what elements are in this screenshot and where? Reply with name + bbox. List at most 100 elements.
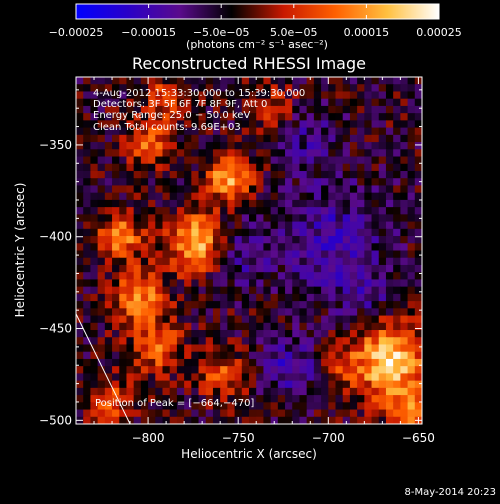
heatmap-cell bbox=[184, 221, 192, 230]
heatmap-cell bbox=[393, 84, 401, 93]
heatmap-cell bbox=[328, 156, 337, 165]
heatmap-cell bbox=[119, 416, 128, 424]
heatmap-cell bbox=[140, 105, 149, 114]
heatmap-cell bbox=[299, 113, 308, 121]
heatmap-cell bbox=[169, 286, 178, 295]
heatmap-cell bbox=[83, 308, 92, 317]
heatmap-cell bbox=[414, 257, 422, 266]
heatmap-cell bbox=[76, 170, 84, 179]
heatmap-cell bbox=[270, 344, 279, 353]
heatmap-cell bbox=[148, 134, 156, 143]
heatmap-cell bbox=[321, 77, 329, 85]
heatmap-cell bbox=[90, 250, 99, 259]
heatmap-cell bbox=[119, 185, 128, 194]
heatmap-cell bbox=[400, 293, 409, 302]
heatmap-cell bbox=[241, 221, 250, 230]
heatmap-cell bbox=[407, 207, 416, 215]
heatmap-cell bbox=[400, 77, 409, 85]
heatmap-cell bbox=[234, 264, 243, 273]
heatmap-cell bbox=[371, 149, 380, 158]
heatmap-cell bbox=[83, 286, 92, 295]
heatmap-cell bbox=[227, 264, 236, 273]
heatmap-cell bbox=[321, 272, 329, 281]
heatmap-cell bbox=[119, 395, 128, 403]
heatmap-cell bbox=[321, 207, 329, 215]
heatmap-cell bbox=[385, 236, 394, 244]
heatmap-cell bbox=[155, 264, 164, 273]
heatmap-cell bbox=[205, 279, 214, 288]
heatmap-cell bbox=[285, 286, 293, 295]
heatmap-cell bbox=[364, 315, 373, 324]
heatmap-cell bbox=[140, 98, 149, 107]
heatmap-cell bbox=[104, 221, 113, 230]
heatmap-cell bbox=[342, 120, 351, 129]
heatmap-cell bbox=[155, 170, 164, 179]
heatmap-cell bbox=[407, 402, 416, 411]
heatmap-cell bbox=[249, 358, 257, 367]
heatmap-cell bbox=[328, 120, 337, 129]
heatmap-cell bbox=[364, 192, 373, 201]
heatmap-cell bbox=[249, 178, 257, 187]
heatmap-cell bbox=[400, 243, 409, 252]
heatmap-cell bbox=[400, 330, 409, 338]
heatmap-cell bbox=[220, 228, 228, 237]
heatmap-cell bbox=[342, 127, 351, 136]
heatmap-cell bbox=[83, 214, 92, 223]
heatmap-cell bbox=[212, 163, 221, 172]
heatmap-cell bbox=[90, 134, 99, 143]
heatmap-cell bbox=[385, 344, 394, 353]
heatmap-cell bbox=[256, 344, 265, 353]
heatmap-cell bbox=[270, 257, 279, 266]
heatmap-cell bbox=[342, 214, 351, 223]
heatmap-cell bbox=[285, 387, 293, 396]
heatmap-cell bbox=[285, 358, 293, 367]
heatmap-cell bbox=[104, 409, 113, 418]
heatmap-cell bbox=[148, 322, 156, 331]
heatmap-cell bbox=[133, 185, 142, 194]
heatmap-cell bbox=[241, 178, 250, 187]
heatmap-cell bbox=[133, 366, 142, 374]
heatmap-cell bbox=[335, 387, 344, 396]
heatmap-cell bbox=[176, 380, 185, 389]
heatmap-cell bbox=[256, 337, 265, 346]
heatmap-cell bbox=[140, 243, 149, 252]
heatmap-cell bbox=[140, 293, 149, 302]
heatmap-cell bbox=[342, 308, 351, 317]
heatmap-cell bbox=[155, 134, 164, 143]
heatmap-cell bbox=[378, 170, 387, 179]
heatmap-cell bbox=[299, 395, 308, 403]
heatmap-cell bbox=[227, 243, 236, 252]
heatmap-cell bbox=[292, 142, 301, 150]
heatmap-cell bbox=[212, 337, 221, 346]
heatmap-cell bbox=[277, 322, 286, 331]
heatmap-cell bbox=[227, 315, 236, 324]
heatmap-cell bbox=[321, 286, 329, 295]
heatmap-cell bbox=[97, 127, 106, 136]
heatmap-cell bbox=[263, 113, 272, 121]
heatmap-cell bbox=[285, 178, 293, 187]
heatmap-cell bbox=[126, 142, 135, 150]
heatmap-cell bbox=[256, 228, 265, 237]
heatmap-cell bbox=[249, 236, 257, 244]
heatmap-cell bbox=[400, 308, 409, 317]
heatmap-cell bbox=[112, 308, 120, 317]
heatmap-cell bbox=[263, 257, 272, 266]
heatmap-cell bbox=[328, 409, 337, 418]
heatmap-cell bbox=[249, 142, 257, 150]
heatmap-cell bbox=[140, 170, 149, 179]
heatmap-cell bbox=[277, 77, 286, 85]
heatmap-cell bbox=[378, 351, 387, 360]
heatmap-cell bbox=[205, 77, 214, 85]
heatmap-cell bbox=[371, 221, 380, 230]
heatmap-cell bbox=[385, 257, 394, 266]
heatmap-cell bbox=[400, 322, 409, 331]
heatmap-cell bbox=[321, 373, 329, 382]
heatmap-cell bbox=[349, 322, 358, 331]
heatmap-cell bbox=[205, 257, 214, 266]
heatmap-cell bbox=[176, 185, 185, 194]
heatmap-cell bbox=[335, 344, 344, 353]
heatmap-cell bbox=[191, 358, 200, 367]
heatmap-cell bbox=[90, 380, 99, 389]
heatmap-cell bbox=[169, 330, 178, 338]
heatmap-cell bbox=[364, 293, 373, 302]
